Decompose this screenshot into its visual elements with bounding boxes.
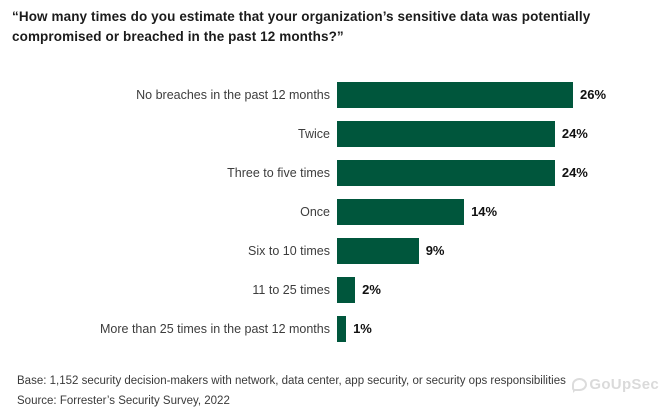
category-label: No breaches in the past 12 months bbox=[136, 87, 330, 102]
chart-row: No breaches in the past 12 months 26% bbox=[0, 75, 662, 114]
value-label: 24% bbox=[561, 165, 588, 180]
chart-footnote: Base: 1,152 security decision-makers wit… bbox=[17, 371, 657, 411]
value-label: 1% bbox=[353, 321, 372, 336]
value-label: 26% bbox=[580, 87, 607, 102]
bar-area: 9% bbox=[337, 231, 662, 270]
bar-area: 2% bbox=[337, 270, 662, 309]
chart-title: “How many times do you estimate that you… bbox=[12, 9, 591, 44]
bar bbox=[337, 159, 555, 186]
chart-row: Once 14% bbox=[0, 192, 662, 231]
category-label: Once bbox=[300, 204, 330, 219]
chart-row: 11 to 25 times 2% bbox=[0, 270, 662, 309]
bar bbox=[337, 81, 573, 108]
value-label: 2% bbox=[362, 282, 381, 297]
category-label: More than 25 times in the past 12 months bbox=[100, 321, 330, 336]
bar-area: 1% bbox=[337, 309, 662, 348]
category-label: Twice bbox=[298, 126, 330, 141]
value-label: 24% bbox=[561, 126, 588, 141]
bar bbox=[337, 120, 555, 147]
bar-area: 24% bbox=[337, 114, 662, 153]
base-note: Base: 1,152 security decision-makers wit… bbox=[17, 375, 566, 387]
chart-row: Six to 10 times 9% bbox=[0, 231, 662, 270]
bar bbox=[337, 315, 347, 342]
value-label: 14% bbox=[471, 204, 498, 219]
category-label: Six to 10 times bbox=[248, 243, 330, 258]
category-label: Three to five times bbox=[227, 165, 330, 180]
bar-area: 14% bbox=[337, 192, 662, 231]
chart-row: Three to five times 24% bbox=[0, 153, 662, 192]
source-note: Source: Forrester’s Security Survey, 202… bbox=[17, 395, 230, 407]
bar bbox=[337, 198, 465, 225]
bar bbox=[337, 237, 419, 264]
bar-chart: No breaches in the past 12 months 26% Twic… bbox=[0, 75, 662, 348]
chart-row: More than 25 times in the past 12 months… bbox=[0, 309, 662, 348]
bar-area: 26% bbox=[337, 75, 662, 114]
value-label: 9% bbox=[425, 243, 445, 258]
chart-row: Twice 24% bbox=[0, 114, 662, 153]
category-label: 11 to 25 times bbox=[252, 282, 330, 297]
bar bbox=[337, 276, 356, 303]
bar-area: 24% bbox=[337, 153, 662, 192]
